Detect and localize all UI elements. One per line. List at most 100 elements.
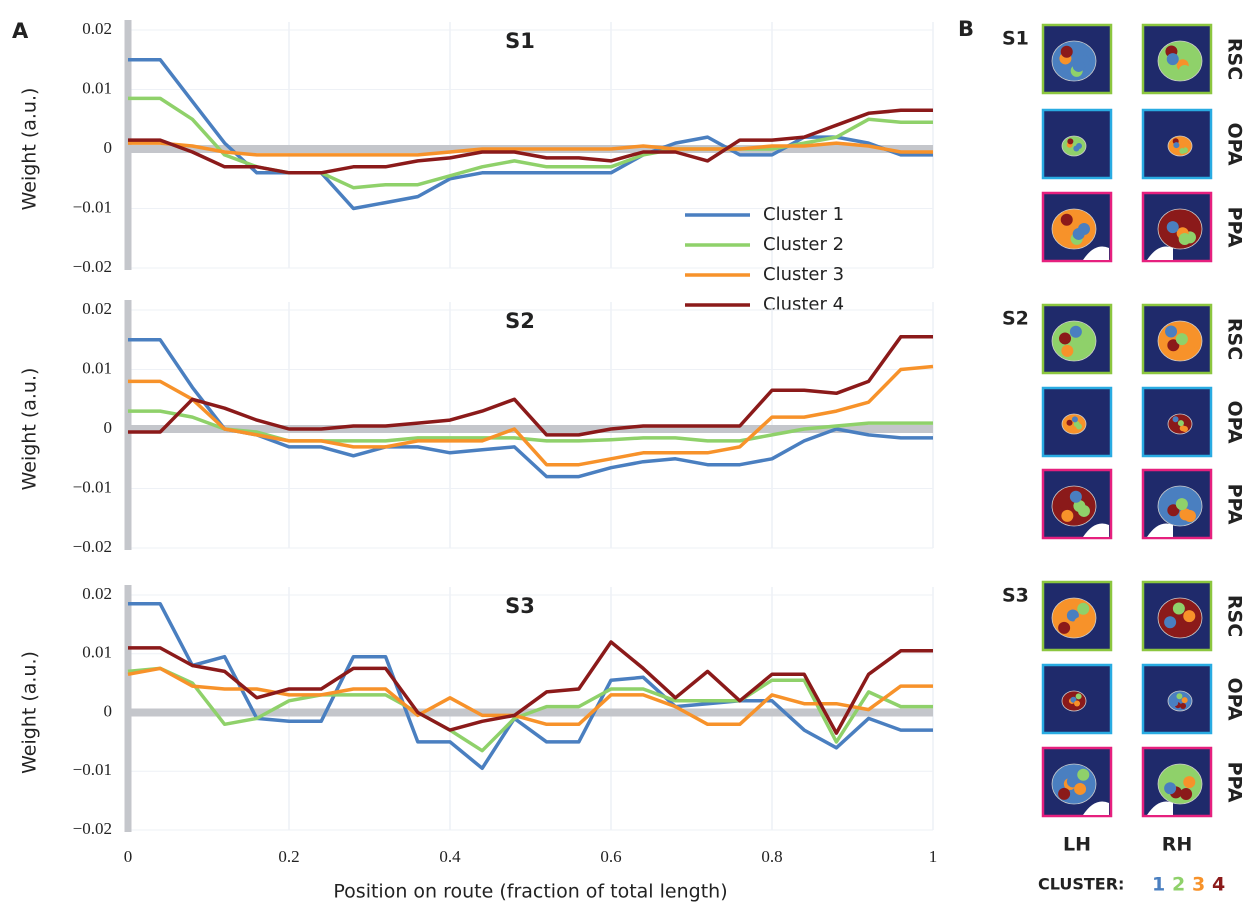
y-tick-label: −0.01 xyxy=(73,197,112,216)
x-tick-label: 0.8 xyxy=(761,847,782,866)
figure: A B −0.02 −0.01 0 0.01 0.02 S1 Weight (a.u.) Cl… xyxy=(0,0,1252,913)
region-label: PPA xyxy=(1224,484,1246,525)
x-tick-label: 0.6 xyxy=(600,847,621,866)
brain-patch xyxy=(1067,138,1073,144)
region-label: RSC xyxy=(1224,318,1246,360)
legend-label: Cluster 2 xyxy=(763,234,844,255)
x-tick-label: 0.4 xyxy=(439,847,461,866)
chart-title: S2 xyxy=(505,309,535,333)
brain-patch xyxy=(1076,423,1082,429)
legend-label: Cluster 4 xyxy=(763,294,844,315)
brain-patch xyxy=(1173,416,1179,422)
brain-patch xyxy=(1176,333,1188,345)
brain-patch xyxy=(1068,426,1074,432)
brain-patch xyxy=(1164,782,1176,794)
y-tick-label: −0.01 xyxy=(73,760,112,779)
brain-patch xyxy=(1074,783,1086,795)
series-line xyxy=(128,337,933,435)
brain-patch xyxy=(1070,326,1082,338)
brain-patch xyxy=(1184,510,1196,522)
subject-label: S3 xyxy=(1002,585,1029,607)
y-tick-label: 0.02 xyxy=(82,584,112,603)
series-line xyxy=(128,340,933,477)
brain-patch xyxy=(1182,426,1188,432)
x-tick-label: 0 xyxy=(124,847,133,866)
region-label: OPA xyxy=(1224,122,1246,165)
panel-label: B xyxy=(958,17,974,41)
brain-patch xyxy=(1077,769,1089,781)
y-tick-label: −0.02 xyxy=(73,257,112,276)
chart-title: S1 xyxy=(505,29,535,53)
brain-patch xyxy=(1176,498,1188,510)
brain-patch xyxy=(1178,420,1184,426)
brain-patch xyxy=(1180,622,1192,634)
x-tick-label: 1 xyxy=(929,847,938,866)
brain-patch xyxy=(1073,60,1085,72)
brain-patch xyxy=(1061,46,1073,58)
brain-patch xyxy=(1183,610,1195,622)
brain-patch xyxy=(1184,345,1196,357)
hemisphere-label: RH xyxy=(1162,834,1193,856)
y-tick-label: 0.01 xyxy=(82,358,112,377)
region-label: OPA xyxy=(1224,400,1246,443)
y-axis-label: Weight (a.u.) xyxy=(19,88,41,211)
brain-patch xyxy=(1061,510,1073,522)
y-axis-label: Weight (a.u.) xyxy=(19,651,41,774)
brain-patch xyxy=(1179,148,1185,154)
brain-patch xyxy=(1061,345,1073,357)
chart-title: S3 xyxy=(505,594,535,618)
brain-patch xyxy=(1182,697,1188,703)
brain-patch xyxy=(1078,340,1090,352)
brain-patch xyxy=(1076,693,1082,699)
brain-patch xyxy=(1173,602,1185,614)
brain-patch xyxy=(1072,416,1078,422)
y-tick-label: 0 xyxy=(104,418,113,437)
brain-patch xyxy=(1180,703,1186,709)
brain-patch xyxy=(1165,325,1177,337)
brain-patch xyxy=(1067,420,1073,426)
legend-label: Cluster 3 xyxy=(763,264,844,285)
subject-label: S1 xyxy=(1002,28,1029,50)
brain-patch xyxy=(1070,491,1082,503)
y-tick-label: 0 xyxy=(104,701,113,720)
y-tick-label: −0.01 xyxy=(73,477,112,496)
brain-patch xyxy=(1073,145,1079,151)
panel-label: A xyxy=(12,19,29,43)
y-tick-label: −0.02 xyxy=(73,537,112,556)
brain-patch xyxy=(1074,700,1080,706)
brain-patch xyxy=(1073,228,1085,240)
x-tick-label: 0.2 xyxy=(278,847,299,866)
x-axis-label: Position on route (fraction of total len… xyxy=(333,881,727,903)
brain-patch xyxy=(1165,490,1177,502)
y-tick-label: 0.01 xyxy=(82,78,112,97)
hemisphere-label: LH xyxy=(1063,834,1091,856)
brain-patch xyxy=(1167,53,1179,65)
brain-patch xyxy=(1078,505,1090,517)
brain-patch xyxy=(1077,603,1089,615)
brain-patch xyxy=(1167,221,1179,233)
y-tick-label: 0 xyxy=(104,138,113,157)
brain-patch xyxy=(1074,617,1086,629)
legend-label: Cluster 1 xyxy=(763,204,844,225)
region-label: RSC xyxy=(1224,595,1246,637)
brain-patch xyxy=(1059,332,1071,344)
y-tick-label: 0.02 xyxy=(82,19,112,38)
brain-patch xyxy=(1179,233,1191,245)
brain-patch xyxy=(1058,788,1070,800)
brain-patch xyxy=(1180,788,1192,800)
cluster-legend-item: 3 xyxy=(1192,874,1205,896)
y-axis-label: Weight (a.u.) xyxy=(19,368,41,491)
brain-patch xyxy=(1059,497,1071,509)
cluster-legend-item: 4 xyxy=(1212,874,1225,896)
cluster-legend-title: CLUSTER: xyxy=(1038,875,1124,894)
cluster-legend-item: 1 xyxy=(1152,874,1165,896)
brain-patch xyxy=(1183,776,1195,788)
y-tick-label: 0.01 xyxy=(82,643,112,662)
brain-patch xyxy=(1058,622,1070,634)
brain-patch xyxy=(1061,214,1073,226)
y-tick-label: 0.02 xyxy=(82,299,112,318)
brain-patch xyxy=(1164,616,1176,628)
cluster-legend-item: 2 xyxy=(1172,874,1185,896)
brain-patch xyxy=(1173,142,1179,148)
brain-patch xyxy=(1179,65,1191,77)
